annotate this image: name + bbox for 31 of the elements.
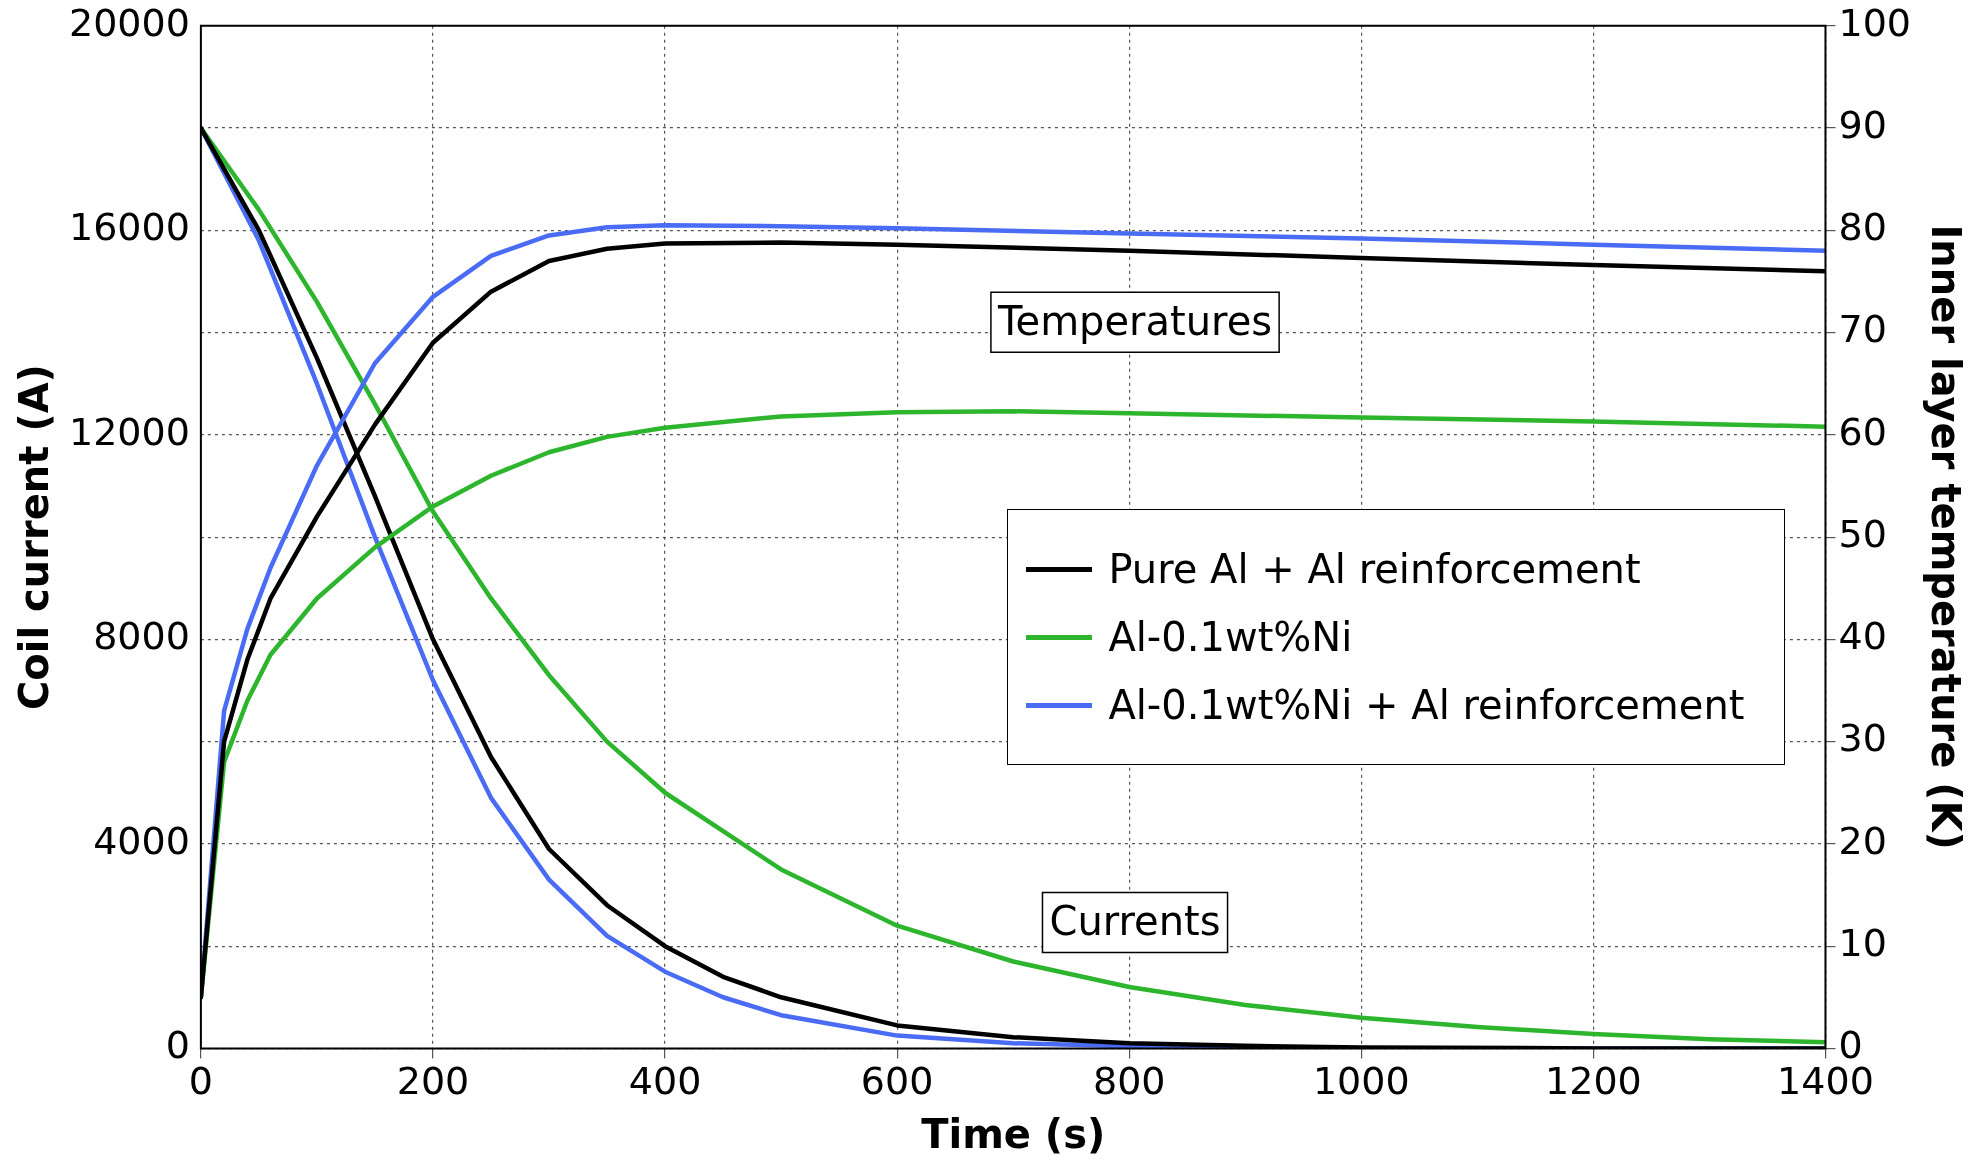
x-tick-label: 800 — [1092, 1059, 1166, 1104]
y2-tick-label: 10 — [1838, 921, 1887, 966]
y2-tick-label: 70 — [1838, 307, 1887, 352]
x-tick-label: 200 — [396, 1059, 470, 1104]
legend-label: Al-0.1wt%Ni + Al reinforcement — [1108, 682, 1745, 729]
y2-tick-label: 100 — [1838, 0, 1911, 45]
y2-tick-label: 80 — [1838, 205, 1887, 250]
y-tick-label: 8000 — [93, 614, 190, 659]
annotation: Currents — [1049, 898, 1221, 945]
y2-tick-label: 50 — [1838, 511, 1887, 556]
y2-tick-label: 30 — [1838, 716, 1887, 761]
x-tick-label: 1200 — [1545, 1059, 1642, 1104]
x-axis-title: Time (s) — [921, 1111, 1106, 1158]
y-tick-label: 20000 — [68, 0, 190, 45]
y-tick-label: 0 — [165, 1023, 190, 1068]
y2-tick-label: 60 — [1838, 409, 1887, 454]
x-tick-label: 400 — [628, 1059, 702, 1104]
x-tick-label: 1400 — [1777, 1059, 1874, 1104]
y2-tick-label: 90 — [1838, 102, 1887, 147]
y2-axis-title: Inner layer temperature (K) — [1922, 224, 1969, 850]
y-tick-label: 12000 — [68, 409, 190, 454]
legend-label: Al-0.1wt%Ni — [1108, 614, 1353, 661]
x-tick-label: 600 — [860, 1059, 934, 1104]
y-tick-label: 4000 — [93, 818, 190, 863]
annotation: Temperatures — [996, 297, 1273, 344]
y-axis-title: Coil current (A) — [11, 364, 58, 711]
y2-tick-label: 20 — [1838, 818, 1887, 863]
x-tick-label: 1000 — [1312, 1059, 1410, 1104]
y2-tick-label: 40 — [1838, 614, 1887, 659]
y-tick-label: 16000 — [68, 205, 190, 250]
legend-label: Pure Al + Al reinforcement — [1108, 546, 1641, 593]
